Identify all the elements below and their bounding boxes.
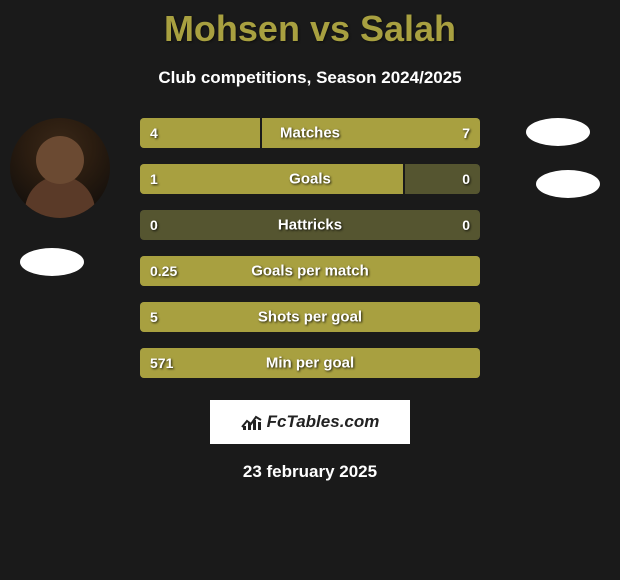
- stat-value-left: 4: [150, 125, 158, 141]
- stat-value-left: 0.25: [150, 263, 177, 279]
- stat-row-shots-per-goal: 5 Shots per goal: [140, 302, 480, 332]
- bar-fill-left: [140, 164, 405, 194]
- stat-value-left: 571: [150, 355, 173, 371]
- team-badge-right-1: [526, 118, 590, 146]
- stat-value-left: 0: [150, 217, 158, 233]
- stat-value-right: 7: [462, 125, 470, 141]
- brand-logo: FcTables.com: [210, 400, 410, 444]
- brand-text: FcTables.com: [267, 412, 380, 432]
- chart-icon: [241, 413, 263, 431]
- stat-value-right: 0: [462, 217, 470, 233]
- stat-label: Hattricks: [278, 217, 342, 234]
- subtitle: Club competitions, Season 2024/2025: [0, 68, 620, 88]
- stat-label: Goals: [289, 171, 331, 188]
- stat-label: Shots per goal: [258, 309, 362, 326]
- date-label: 23 february 2025: [0, 462, 620, 482]
- stat-row-hattricks: 0 Hattricks 0: [140, 210, 480, 240]
- stat-row-goals: 1 Goals 0: [140, 164, 480, 194]
- player-avatar-left: [10, 118, 110, 218]
- stat-row-matches: 4 Matches 7: [140, 118, 480, 148]
- comparison-content: 4 Matches 7 1 Goals 0 0 Hattricks 0 0.25…: [0, 118, 620, 378]
- bar-fill-left: [140, 118, 262, 148]
- stat-row-goals-per-match: 0.25 Goals per match: [140, 256, 480, 286]
- stat-value-right: 0: [462, 171, 470, 187]
- stat-bars: 4 Matches 7 1 Goals 0 0 Hattricks 0 0.25…: [140, 118, 480, 378]
- stat-label: Min per goal: [266, 355, 354, 372]
- team-badge-right-2: [536, 170, 600, 198]
- stat-label: Goals per match: [251, 263, 369, 280]
- stat-row-min-per-goal: 571 Min per goal: [140, 348, 480, 378]
- stat-value-left: 5: [150, 309, 158, 325]
- stat-value-left: 1: [150, 171, 158, 187]
- stat-label: Matches: [280, 125, 340, 142]
- page-title: Mohsen vs Salah: [0, 0, 620, 50]
- team-badge-left: [20, 248, 84, 276]
